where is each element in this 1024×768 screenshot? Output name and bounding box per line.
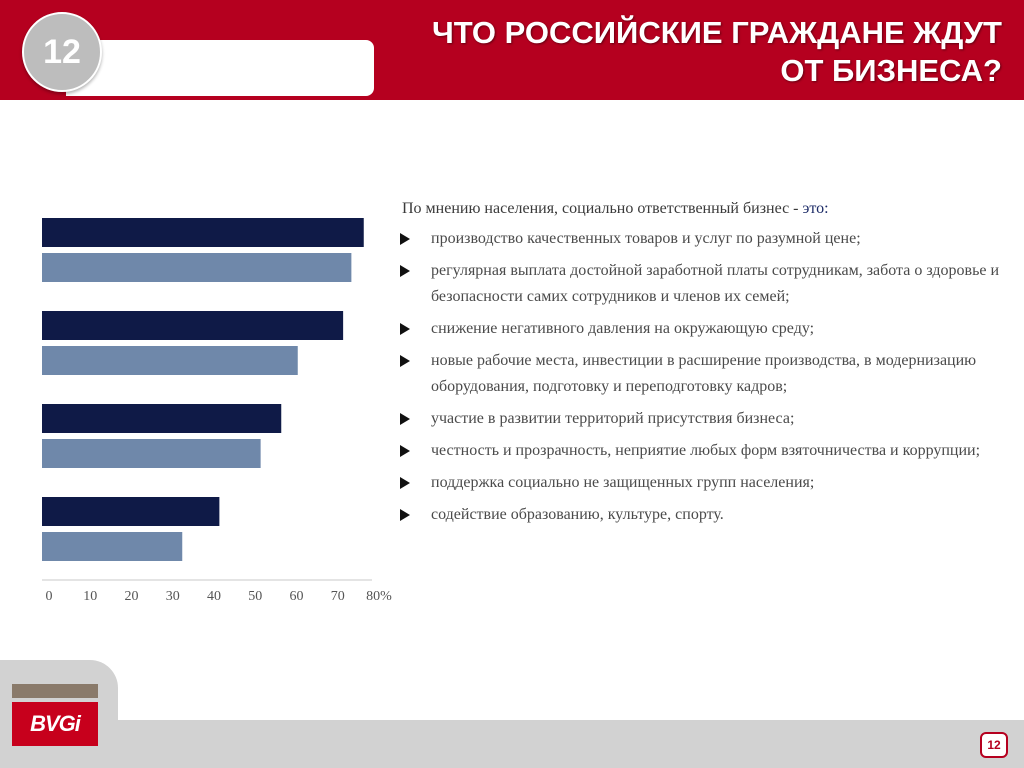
bullet-text: новые рабочие места, инвестиции в расшир…: [431, 352, 977, 395]
footer-bar: [0, 720, 1024, 768]
company-logo: BVGi: [12, 702, 98, 746]
x-tick-label: 60: [290, 589, 304, 604]
x-tick-label: 80%: [366, 589, 392, 604]
bullets-heading: По мнению населения, социально ответстве…: [402, 200, 1002, 218]
bar-group3-series1: [42, 404, 282, 433]
bullet-item: регулярная выплата достойной заработной …: [400, 258, 1000, 310]
slide-title-line1: ЧТО РОССИЙСКИЕ ГРАЖДАНЕ ЖДУТ: [431, 15, 1002, 50]
x-tick-label: 30: [166, 589, 180, 604]
bar-group1-series2: [42, 253, 352, 282]
bar-group2-series2: [42, 346, 298, 375]
bullet-text: снижение негативного давления на окружаю…: [431, 320, 815, 337]
bullet-item: участие в развитии территорий присутстви…: [400, 406, 1000, 432]
bar-group3-series2: [42, 439, 261, 468]
x-tick-label: 50: [248, 589, 262, 604]
logo-stripe: [12, 684, 98, 698]
bullet-item: честность и прозрачность, неприятие любы…: [400, 438, 1000, 464]
bullet-item: поддержка социально не защищенных групп …: [400, 470, 1000, 496]
bullets-heading-highlight: это:: [802, 200, 829, 217]
bullet-arrow-icon: [400, 477, 410, 489]
header-bar: 12 ЧТО РОССИЙСКИЕ ГРАЖДАНЕ ЖДУТ ОТ БИЗНЕ…: [0, 0, 1024, 100]
slide-title-line2: ОТ БИЗНЕСА?: [780, 53, 1002, 88]
bullet-arrow-icon: [400, 509, 410, 521]
bullet-item: новые рабочие места, инвестиции в расшир…: [400, 348, 1000, 400]
bullet-item: содействие образованию, культуре, спорту…: [400, 502, 1000, 528]
x-tick-label: 10: [83, 589, 97, 604]
bar-group1-series1: [42, 218, 364, 247]
bullet-text: содействие образованию, культуре, спорту…: [431, 506, 724, 523]
x-tick-label: 70: [331, 589, 345, 604]
bullet-item: производство качественных товаров и услу…: [400, 226, 1000, 252]
bullet-text: участие в развитии территорий присутстви…: [431, 410, 795, 427]
page-number: 12: [980, 732, 1008, 758]
x-tick-label: 40: [207, 589, 221, 604]
bullet-arrow-icon: [400, 355, 410, 367]
bullet-text: производство качественных товаров и услу…: [431, 230, 861, 247]
bullet-arrow-icon: [400, 265, 410, 277]
bar-group4-series2: [42, 532, 183, 561]
chart-bars: [42, 218, 364, 561]
bullet-text: поддержка социально не защищенных групп …: [431, 474, 815, 491]
bullet-arrow-icon: [400, 323, 410, 335]
bullet-text: честность и прозрачность, неприятие любы…: [431, 442, 981, 459]
bullet-item: снижение негативного давления на окружаю…: [400, 316, 1000, 342]
bullet-arrow-icon: [400, 413, 410, 425]
x-tick-label: 0: [46, 589, 53, 604]
bullet-arrow-icon: [400, 233, 410, 245]
slide-number-badge: 12: [22, 12, 102, 92]
x-tick-label: 20: [125, 589, 139, 604]
x-axis-ticks: 0 10 20 30 40 50 60 70 80%: [46, 589, 393, 604]
bullet-arrow-icon: [400, 445, 410, 457]
bullets-heading-main: По мнению населения, социально ответстве…: [402, 200, 803, 217]
header-white-tab: [66, 40, 374, 96]
bar-group2-series1: [42, 311, 344, 340]
bullet-text: регулярная выплата достойной заработной …: [431, 262, 1000, 305]
bullet-list: производство качественных товаров и услу…: [400, 226, 1000, 534]
bar-group4-series1: [42, 497, 220, 526]
slide-title: ЧТО РОССИЙСКИЕ ГРАЖДАНЕ ЖДУТ ОТ БИЗНЕСА?: [382, 14, 1002, 90]
